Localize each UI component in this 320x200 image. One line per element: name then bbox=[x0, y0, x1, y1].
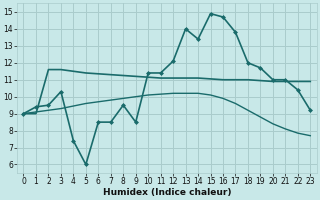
X-axis label: Humidex (Indice chaleur): Humidex (Indice chaleur) bbox=[103, 188, 231, 197]
